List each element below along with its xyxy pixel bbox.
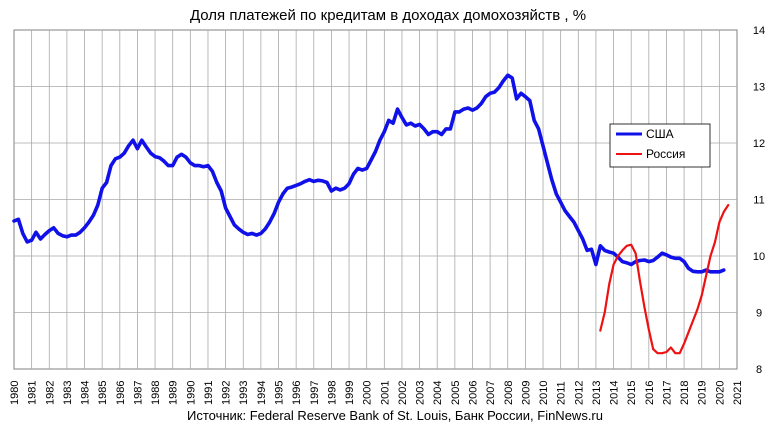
x-tick-label: 2014 xyxy=(609,381,621,405)
x-tick-label: 2011 xyxy=(556,381,568,405)
chart-title: Доля платежей по кредитам в доходах домо… xyxy=(190,7,586,24)
y-tick-label: 12 xyxy=(753,138,765,150)
x-tick-label: 2004 xyxy=(432,381,444,405)
series-lines xyxy=(12,73,730,355)
source-note: Источник: Federal Reserve Bank of St. Lo… xyxy=(187,408,603,423)
y-tick-label: 13 xyxy=(753,82,765,94)
x-tick-label: 2012 xyxy=(573,381,585,405)
x-tick-label: 1984 xyxy=(80,381,92,405)
x-tick-label: 2017 xyxy=(661,381,673,405)
x-tick-label: 1989 xyxy=(168,381,180,405)
y-tick-label: 9 xyxy=(756,308,762,320)
x-tick-label: 2001 xyxy=(379,381,391,405)
x-tick-label: 1981 xyxy=(27,381,39,405)
x-tick-label: 1994 xyxy=(256,381,268,405)
y-tick-label: 8 xyxy=(756,364,762,376)
x-tick-label: 2015 xyxy=(626,381,638,405)
legend-label-russia: Россия xyxy=(646,147,685,161)
x-tick-label: 2002 xyxy=(397,381,409,405)
x-tick-label: 2018 xyxy=(679,381,691,405)
x-tick-label: 1980 xyxy=(9,381,21,405)
x-tick-label: 1997 xyxy=(309,381,321,405)
x-tick-label: 1988 xyxy=(150,381,162,405)
x-tick-label: 2013 xyxy=(591,381,603,405)
x-tick-label: 1983 xyxy=(62,381,74,405)
x-tick-label: 1993 xyxy=(238,381,250,405)
x-tick-label: 2003 xyxy=(415,381,427,405)
x-axis-ticks: 1980 1981 1982 1983 1984 1985 1986 1987 1988 1989… xyxy=(9,381,744,405)
y-tick-label: 11 xyxy=(753,195,764,207)
legend-label-usa: США xyxy=(646,127,674,141)
x-tick-label: 2020 xyxy=(714,381,726,405)
x-tick-label: 2010 xyxy=(538,381,550,405)
x-tick-label: 1985 xyxy=(97,381,109,405)
y-axis-ticks: 8 9 10 11 12 13 14 xyxy=(753,25,765,376)
x-tick-label: 1999 xyxy=(344,381,356,405)
x-tick-label: 1987 xyxy=(132,381,144,405)
x-tick-label: 1991 xyxy=(203,381,215,405)
x-tick-label: 1998 xyxy=(326,381,338,405)
gridlines xyxy=(14,30,737,369)
x-tick-label: 2006 xyxy=(467,381,479,405)
x-tick-label: 1986 xyxy=(115,381,127,405)
x-tick-label: 1992 xyxy=(221,381,233,405)
x-tick-label: 1995 xyxy=(274,381,286,405)
x-tick-label: 2005 xyxy=(450,381,462,405)
x-tick-label: 2000 xyxy=(362,381,374,405)
x-tick-label: 2016 xyxy=(644,381,656,405)
x-tick-label: 1990 xyxy=(185,381,197,405)
x-tick-label: 2019 xyxy=(697,381,709,405)
series-line-usa xyxy=(12,73,726,274)
legend: США Россия xyxy=(609,123,711,168)
series-line-russia xyxy=(599,204,730,355)
x-tick-label: 2007 xyxy=(485,381,497,405)
x-tick-label: 1996 xyxy=(291,381,303,405)
x-tick-label: 1982 xyxy=(44,381,56,405)
x-tick-label: 2021 xyxy=(732,381,744,405)
x-tick-label: 2008 xyxy=(503,381,515,405)
x-tick-label: 2009 xyxy=(520,381,532,405)
legend-box xyxy=(609,123,711,168)
y-tick-label: 14 xyxy=(753,25,765,37)
y-tick-label: 10 xyxy=(753,251,765,263)
